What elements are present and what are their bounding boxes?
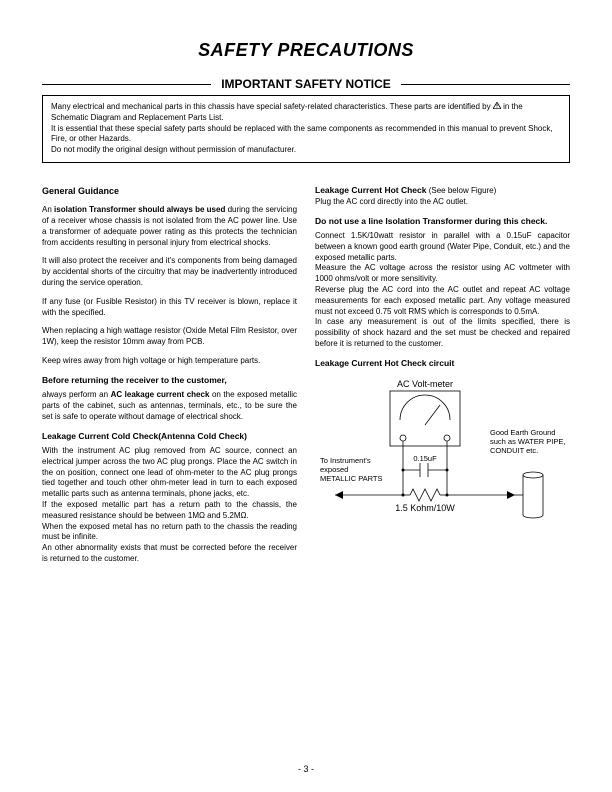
gen-p4: When replacing a high wattage resistor (… — [42, 326, 297, 348]
right-label-2: such as WATER PIPE, — [490, 437, 565, 446]
cold-p2: If the exposed metallic part has a retur… — [42, 500, 297, 522]
page-title: SAFETY PRECAUTIONS — [42, 40, 570, 61]
cold-p4: An other abnormality exists that must be… — [42, 543, 297, 565]
voltmeter-label: AC Volt-meter — [397, 379, 453, 389]
notice-header-label: IMPORTANT SAFETY NOTICE — [211, 77, 401, 91]
body-columns: General Guidance An isolation Transforme… — [42, 177, 570, 573]
header-rule-right — [401, 84, 570, 85]
hot-check-heading: Leakage Current Hot Check — [315, 185, 426, 195]
notice-p2: It is essential that these special safet… — [51, 124, 561, 146]
circuit-heading: Leakage Current Hot Check circuit — [315, 358, 570, 369]
before-p1-b: AC leakage current check — [111, 390, 210, 399]
res-label: 1.5 Kohm/10W — [395, 503, 455, 513]
gen-p2: It will also protect the receiver and it… — [42, 256, 297, 288]
gen-p1-b: isolation Transformer should always be u… — [54, 205, 225, 214]
before-p1-a: always perform an — [42, 390, 111, 399]
left-label-3: METALLIC PARTS — [320, 474, 383, 483]
hot-check-heading-note: (See below Figure) — [426, 186, 496, 195]
right-label-1: Good Earth Ground — [490, 428, 555, 437]
leakage-circuit-diagram: AC Volt-meter 0.15uF — [315, 375, 565, 545]
page-number: - 3 - — [0, 764, 612, 774]
before-p1: always perform an AC leakage current che… — [42, 390, 297, 422]
left-label-1: To Instrument's — [320, 456, 371, 465]
header-rule-left — [42, 84, 211, 85]
before-return-heading: Before returning the receiver to the cus… — [42, 375, 297, 386]
cold-p1: With the instrument AC plug removed from… — [42, 446, 297, 500]
gen-p1-a: An — [42, 205, 54, 214]
left-label-2: exposed — [320, 465, 348, 474]
general-guidance-heading: General Guidance — [42, 185, 297, 197]
left-column: General Guidance An isolation Transforme… — [42, 177, 297, 573]
notice-p1-a: Many electrical and mechanical parts in … — [51, 102, 493, 111]
no-iso-heading: Do not use a line Isolation Transformer … — [315, 216, 570, 227]
right-column: Leakage Current Hot Check (See below Fig… — [315, 177, 570, 573]
hot-p1: Plug the AC cord directly into the AC ou… — [315, 197, 570, 208]
hot-p2: Connect 1.5K/10watt resistor in parallel… — [315, 231, 570, 263]
hot-p5: In case any measurement is out of the li… — [315, 317, 570, 349]
notice-p1: Many electrical and mechanical parts in … — [51, 102, 561, 124]
hot-check-heading-row: Leakage Current Hot Check (See below Fig… — [315, 185, 570, 197]
right-label-3: CONDUIT etc. — [490, 446, 538, 455]
hot-p3: Measure the AC voltage across the resist… — [315, 263, 570, 285]
gen-p1: An isolation Transformer should always b… — [42, 205, 297, 248]
cap-label: 0.15uF — [413, 454, 437, 463]
cold-p3: When the exposed metal has no return pat… — [42, 522, 297, 544]
gen-p3: If any fuse (or Fusible Resistor) in thi… — [42, 297, 297, 319]
gen-p5: Keep wires away from high voltage or hig… — [42, 356, 297, 367]
hot-p4: Reverse plug the AC cord into the AC out… — [315, 285, 570, 317]
notice-header: IMPORTANT SAFETY NOTICE — [42, 77, 570, 91]
notice-box: Many electrical and mechanical parts in … — [42, 95, 570, 163]
notice-p3: Do not modify the original design withou… — [51, 145, 561, 156]
warning-triangle-icon — [493, 102, 501, 111]
cold-check-heading: Leakage Current Cold Check(Antenna Cold … — [42, 431, 297, 442]
safety-notice-section: IMPORTANT SAFETY NOTICE Many electrical … — [42, 77, 570, 163]
